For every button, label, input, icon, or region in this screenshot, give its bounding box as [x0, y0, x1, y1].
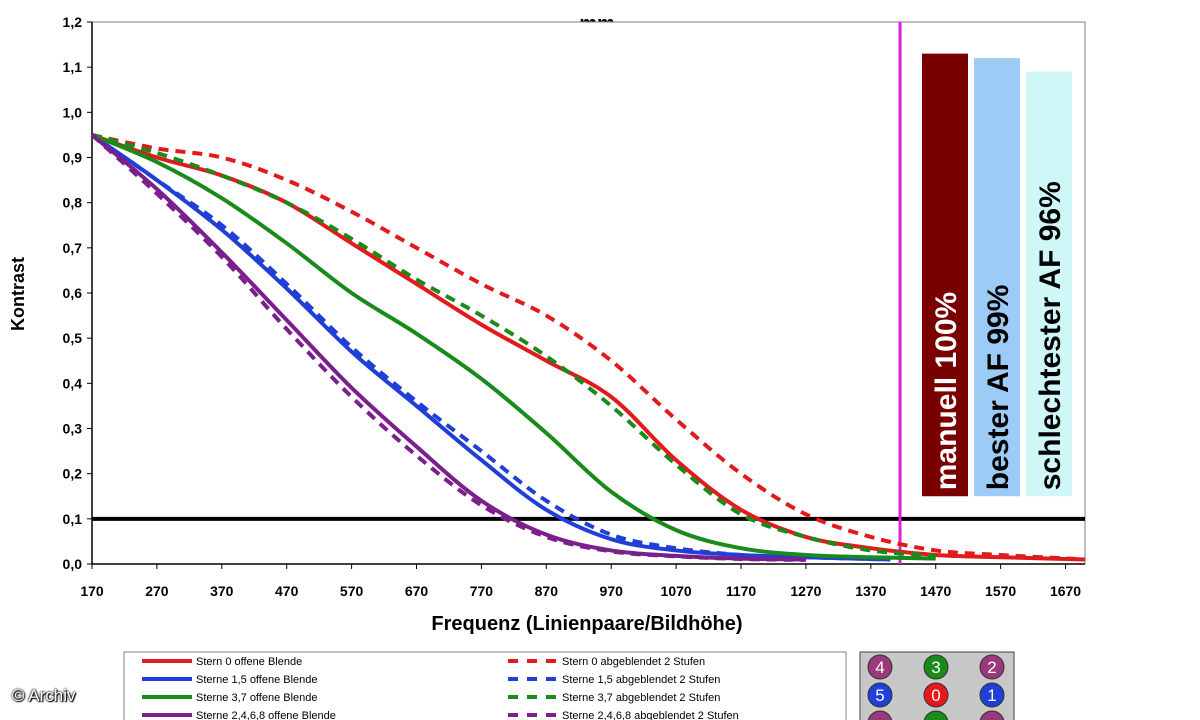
- series-line-4: [91, 133, 936, 561]
- x-tick-label: 1370: [855, 583, 886, 599]
- x-axis-label: Frequenz (Linienpaare/Bildhöhe): [431, 613, 742, 635]
- x-tick-label: 170: [80, 583, 104, 599]
- y-tick-label: 1,2: [63, 14, 83, 30]
- y-tick-label: 1,1: [63, 59, 83, 75]
- y-tick-label: 0,8: [63, 195, 83, 211]
- legend-label: Stern 0 abgeblendet 2 Stufen: [562, 656, 705, 668]
- y-tick-label: 0,2: [63, 466, 83, 482]
- star-marker: [979, 654, 1005, 680]
- copyright-text: © Archiv: [12, 686, 76, 705]
- x-tick-label: 570: [340, 583, 364, 599]
- x-tick-label: 1670: [1050, 583, 1081, 599]
- bar-label: manuell 100%: [930, 292, 963, 490]
- y-tick-label: 0,7: [63, 240, 83, 256]
- y-tick-label: 0,4: [63, 375, 83, 391]
- x-tick-label: 470: [275, 583, 299, 599]
- plot-area: 0,0 0,1 0,2 0,3 0,4 0,5 0,6 0,7 0,8 0,9 1,0 1,1 1,2 1…: [63, 14, 1086, 599]
- star-marker-label: 1: [987, 686, 996, 705]
- star-marker: [867, 654, 893, 680]
- star-marker: [979, 710, 1005, 720]
- x-tick-label: 1570: [985, 583, 1016, 599]
- x-tick-label: 370: [210, 583, 234, 599]
- bar-2: [1026, 71, 1072, 497]
- legend-label: Sterne 1,5 offene Blende: [196, 674, 318, 686]
- legend-label: Sterne 3,7 offene Blende: [196, 692, 318, 704]
- star-marker: [867, 710, 893, 720]
- y-tick-label: 0,0: [63, 556, 83, 572]
- star-marker-label: 3: [931, 658, 940, 677]
- y-tick-label: 0,9: [63, 150, 83, 166]
- x-tick-label: 670: [405, 583, 429, 599]
- star-marker-label: 4: [875, 658, 884, 677]
- legend-label: Stern 0 offene Blende: [196, 656, 302, 668]
- legend: Stern 0 offene Blende Sterne 1,5 offene B…: [123, 651, 847, 720]
- star-marker: [923, 654, 949, 680]
- x-tick-label: 870: [535, 583, 559, 599]
- legend-box: [123, 651, 847, 720]
- star-marker-label: 0: [931, 686, 940, 705]
- y-tick-label: 1,0: [63, 104, 83, 120]
- x-tick-label: 770: [470, 583, 494, 599]
- series-line-6: [90, 133, 806, 562]
- y-tick-label: 0,6: [63, 285, 83, 301]
- series-line-5: [91, 132, 936, 558]
- legend-label: Sterne 2,4,6,8 offene Blende: [196, 710, 336, 720]
- legend-label: Sterne 1,5 abgeblendet 2 Stufen: [562, 674, 720, 686]
- series-line-7: [90, 133, 806, 562]
- x-tick-label: 1470: [920, 583, 951, 599]
- star-marker: [867, 682, 893, 708]
- y-axis-label: Kontrast: [8, 257, 28, 331]
- x-tick-label: 1070: [661, 583, 692, 599]
- y-tick-label: 0,5: [63, 330, 83, 346]
- x-tick-label: 1170: [726, 583, 757, 599]
- star-marker: [979, 682, 1005, 708]
- bar-label: bester AF 99%: [982, 285, 1015, 491]
- bar-1: [974, 58, 1020, 497]
- x-tick-label: 1270: [790, 583, 821, 599]
- x-tick-label: 270: [145, 583, 169, 599]
- series-line-1: [91, 132, 1086, 562]
- star-marker-label: 5: [875, 686, 884, 705]
- y-tick-label: 0,1: [63, 511, 83, 527]
- y-tick-label: 0,3: [63, 421, 83, 437]
- legend-label: Sterne 2,4,6,8 abgeblendet 2 Stufen: [562, 710, 739, 720]
- x-tick-label: 970: [600, 583, 624, 599]
- star-marker-label: 2: [987, 658, 996, 677]
- star-marker: [923, 682, 949, 708]
- star-grid: 4 3 2 5 0 1: [859, 651, 1015, 720]
- bar-0: [922, 53, 968, 497]
- legend-label: Sterne 3,7 abgeblendet 2 Stufen: [562, 692, 720, 704]
- series-line-3: [90, 133, 891, 562]
- star-marker: [923, 710, 949, 720]
- bar-label: schlechtester AF 96%: [1034, 181, 1067, 490]
